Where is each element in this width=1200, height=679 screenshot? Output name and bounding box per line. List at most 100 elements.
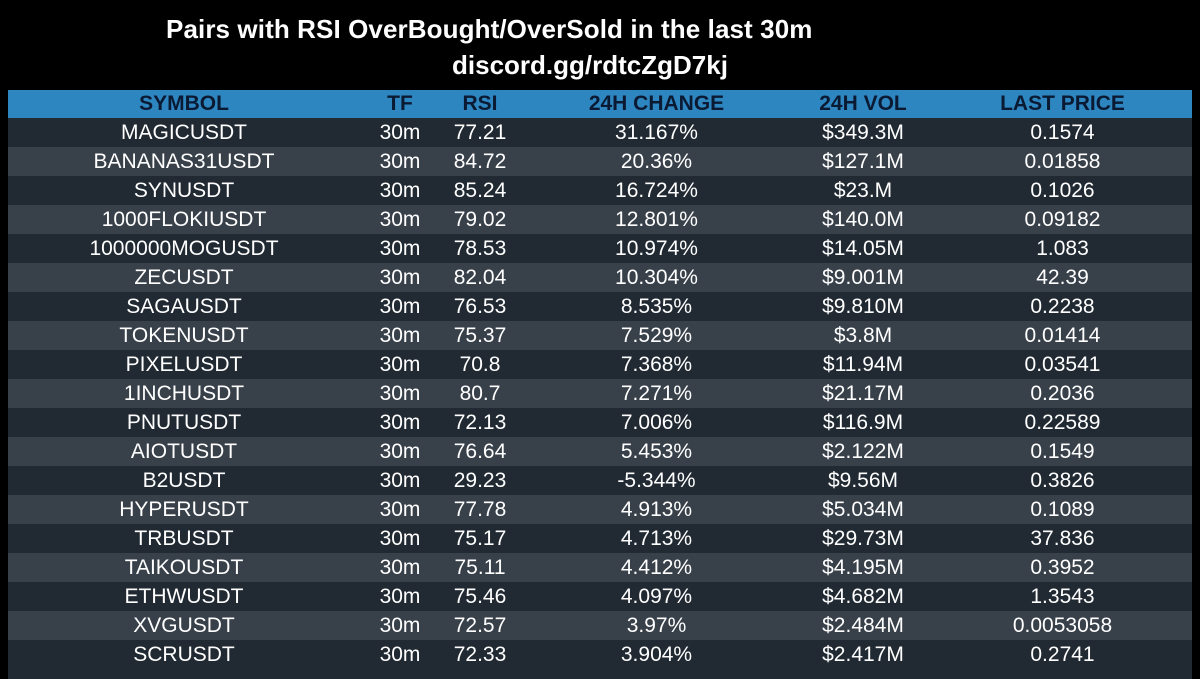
rsi-cell: 75.46	[453, 584, 507, 608]
table-row[interactable]: 1000000MOGUSDT 30m 78.53 10.974% $14.05M 1.08…	[8, 234, 1192, 263]
column-header-symbol[interactable]: SYMBOL	[139, 92, 229, 115]
volume-cell: $5.034M	[822, 497, 904, 521]
price-cell: 37.836	[1030, 526, 1095, 550]
table-row[interactable]: TRBUSDT 30m 75.17 4.713% $29.73M 37.836	[8, 524, 1192, 553]
page-title: Pairs with RSI OverBought/OverSold in th…	[166, 14, 813, 44]
volume-cell: $21.17M	[822, 381, 904, 405]
volume-cell: $9.56M	[827, 468, 899, 492]
price-cell: 0.3826	[1030, 468, 1095, 492]
column-header-24h-vol[interactable]: 24H VOL	[819, 92, 907, 115]
timeframe-cell: 30m	[379, 207, 421, 231]
column-header-24h-change[interactable]: 24H CHANGE	[588, 92, 725, 115]
rsi-cell: 72.57	[453, 613, 507, 637]
timeframe-cell: 30m	[379, 294, 421, 318]
timeframe-cell: 30m	[379, 178, 421, 202]
table-row[interactable]: B2USDT 30m 29.23 -5.344% $9.56M 0.3826	[8, 466, 1192, 495]
change-cell: 4.097%	[620, 584, 693, 608]
timeframe-cell: 30m	[379, 439, 421, 463]
timeframe-cell: 30m	[379, 497, 421, 521]
price-cell: 0.2238	[1030, 294, 1095, 318]
symbol-cell: AIOTUSDT	[130, 439, 238, 463]
timeframe-cell: 30m	[379, 468, 421, 492]
timeframe-cell: 30m	[379, 526, 421, 550]
price-cell: 0.1549	[1030, 439, 1095, 463]
table-row[interactable]: XVGUSDT 30m 72.57 3.97% $2.484M 0.0053058	[8, 611, 1192, 640]
rsi-cell: 72.13	[453, 410, 507, 434]
symbol-cell: XVGUSDT	[133, 613, 235, 637]
change-cell: 7.271%	[620, 381, 693, 405]
volume-cell: $9.001M	[822, 265, 904, 289]
change-cell: 7.006%	[620, 410, 693, 434]
timeframe-cell: 30m	[379, 323, 421, 347]
volume-cell: $11.94M	[822, 352, 904, 376]
table-row[interactable]: AIOTUSDT 30m 76.64 5.453% $2.122M 0.1549	[8, 437, 1192, 466]
table-row[interactable]: SAGAUSDT 30m 76.53 8.535% $9.810M 0.2238	[8, 292, 1192, 321]
volume-cell: $3.8M	[833, 323, 893, 347]
table-row[interactable]: ETHWUSDT 30m 75.46 4.097% $4.682M 1.3543	[8, 582, 1192, 611]
timeframe-cell: 30m	[379, 120, 421, 144]
symbol-cell: HYPERUSDT	[119, 497, 249, 521]
price-cell: 1.083	[1036, 236, 1089, 260]
price-cell: 0.1026	[1030, 178, 1095, 202]
change-cell: 7.529%	[620, 323, 693, 347]
volume-cell: $2.417M	[822, 642, 904, 666]
symbol-cell: TAIKOUSDT	[124, 555, 244, 579]
change-cell: 8.535%	[620, 294, 693, 318]
timeframe-cell: 30m	[379, 584, 421, 608]
change-cell: 3.97%	[626, 613, 687, 637]
change-cell: 3.904%	[620, 642, 693, 666]
price-cell: 0.03541	[1024, 352, 1101, 376]
price-cell: 0.01414	[1024, 323, 1101, 347]
volume-cell: $116.9M	[822, 410, 904, 434]
symbol-cell: ETHWUSDT	[124, 584, 244, 608]
column-header-tf[interactable]: TF	[387, 92, 413, 115]
table-header: SYMBOL TF RSI 24H CHANGE 24H VOL LAST PR…	[8, 90, 1192, 118]
table-row[interactable]: 1INCHUSDT 30m 80.7 7.271% $21.17M 0.2036	[8, 379, 1192, 408]
table-row[interactable]: SYNUSDT 30m 85.24 16.724% $23.M 0.1026	[8, 176, 1192, 205]
discord-link[interactable]: discord.gg/rdtcZgD7kj	[452, 50, 728, 80]
table-row[interactable]: PNUTUSDT 30m 72.13 7.006% $116.9M 0.22589	[8, 408, 1192, 437]
volume-cell: $4.195M	[822, 555, 904, 579]
rsi-cell: 79.02	[453, 207, 507, 231]
table-row[interactable]: BANANAS31USDT 30m 84.72 20.36% $127.1M 0.0185…	[8, 147, 1192, 176]
price-cell: 0.1574	[1030, 120, 1095, 144]
table-row[interactable]: TOKENUSDT 30m 75.37 7.529% $3.8M 0.01414	[8, 321, 1192, 350]
price-cell: 0.09182	[1024, 207, 1101, 231]
table-row[interactable]: MAGICUSDT 30m 77.21 31.167% $349.3M 0.1574	[8, 118, 1192, 147]
symbol-cell: TOKENUSDT	[119, 323, 249, 347]
change-cell: 10.974%	[615, 236, 698, 260]
volume-cell: $29.73M	[822, 526, 904, 550]
price-cell: 0.0053058	[1012, 613, 1113, 637]
timeframe-cell: 30m	[379, 265, 421, 289]
rsi-cell: 76.53	[453, 294, 507, 318]
volume-cell: $2.122M	[822, 439, 904, 463]
table-row[interactable]: 1000FLOKIUSDT 30m 79.02 12.801% $140.0M 0.091…	[8, 205, 1192, 234]
column-header-last-price[interactable]: LAST PRICE	[1000, 92, 1125, 115]
rsi-cell: 29.23	[453, 468, 507, 492]
table-body: MAGICUSDT 30m 77.21 31.167% $349.3M 0.1574 BAN…	[8, 118, 1192, 669]
price-cell: 1.3543	[1030, 584, 1095, 608]
change-cell: -5.344%	[617, 468, 696, 492]
timeframe-cell: 30m	[379, 555, 421, 579]
volume-cell: $4.682M	[822, 584, 904, 608]
symbol-cell: TRBUSDT	[134, 526, 234, 550]
change-cell: 20.36%	[620, 149, 693, 173]
change-cell: 10.304%	[615, 265, 698, 289]
change-cell: 12.801%	[615, 207, 698, 231]
timeframe-cell: 30m	[379, 410, 421, 434]
table-row[interactable]: SCRUSDT 30m 72.33 3.904% $2.417M 0.2741	[8, 640, 1192, 669]
volume-cell: $9.810M	[822, 294, 904, 318]
symbol-cell: SCRUSDT	[133, 642, 235, 666]
table-row[interactable]: HYPERUSDT 30m 77.78 4.913% $5.034M 0.1089	[8, 495, 1192, 524]
table-row[interactable]: TAIKOUSDT 30m 75.11 4.412% $4.195M 0.3952	[8, 553, 1192, 582]
rsi-cell: 76.64	[453, 439, 507, 463]
rsi-cell: 80.7	[459, 381, 501, 405]
column-header-rsi[interactable]: RSI	[462, 92, 498, 115]
timeframe-cell: 30m	[379, 642, 421, 666]
volume-cell: $23.M	[833, 178, 893, 202]
change-cell: 16.724%	[615, 178, 698, 202]
table-row[interactable]: ZECUSDT 30m 82.04 10.304% $9.001M 42.39	[8, 263, 1192, 292]
change-cell: 4.713%	[620, 526, 693, 550]
change-cell: 7.368%	[620, 352, 693, 376]
table-row[interactable]: PIXELUSDT 30m 70.8 7.368% $11.94M 0.03541	[8, 350, 1192, 379]
